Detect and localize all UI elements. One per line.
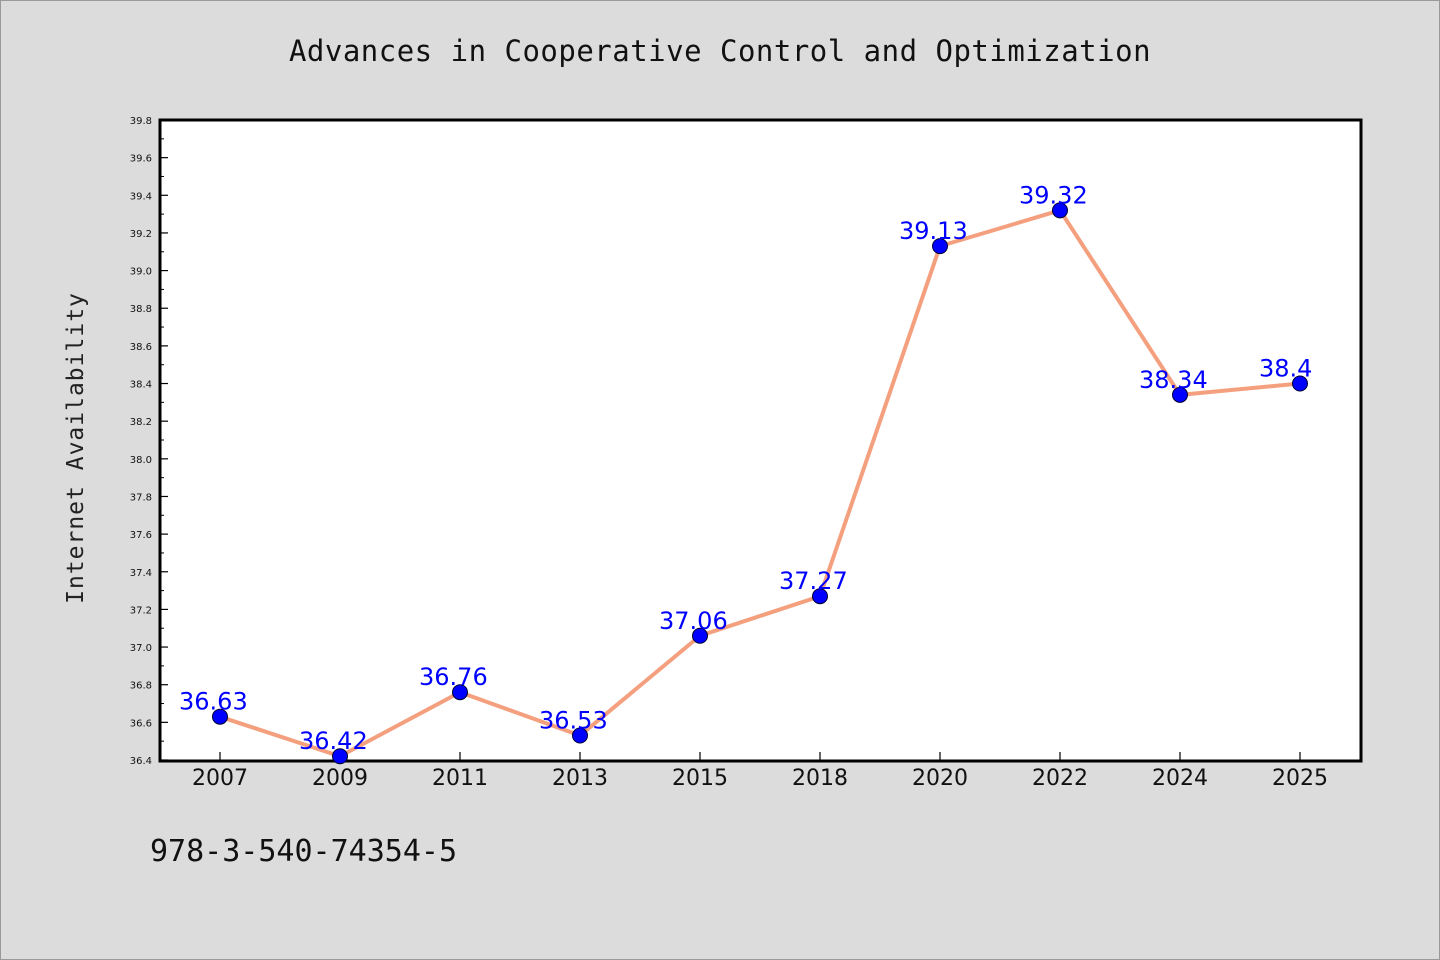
x-tick-label: 2022 [1032,766,1088,791]
y-tick-label: 36.4 [130,756,152,767]
data-labels: 36.63 36.42 36.76 36.53 37.06 37.27 39.13 39.32… [179,181,1312,755]
data-label: 36.76 [419,663,488,691]
x-tick-label: 2011 [432,766,488,791]
data-point [332,748,348,765]
y-tick-label: 38.6 [130,342,152,353]
x-tick-label: 2007 [192,766,248,791]
data-label: 38.4 [1259,355,1312,383]
data-label: 39.32 [1019,181,1088,209]
y-tick-label: 38.4 [130,380,152,391]
data-label: 36.63 [179,688,248,716]
y-tick-label: 39.2 [130,229,152,240]
data-point [1172,386,1188,403]
x-tick-label: 2013 [552,766,608,791]
data-label: 39.13 [899,217,968,245]
plot-area [158,118,1363,763]
data-point [812,588,828,605]
data-label: 37.06 [659,607,728,635]
y-tick-label: 39.6 [130,154,152,165]
y-tick-label: 36.6 [130,718,152,729]
data-point [1292,375,1308,392]
data-label: 37.27 [779,567,848,595]
data-point [692,627,708,644]
data-point [932,238,948,255]
series-line-path [218,208,1302,759]
isbn-footnote: 978-3-540-74354-5 [150,834,458,869]
data-point [572,727,588,744]
x-tick-label: 2018 [792,766,848,791]
series-markers [212,202,1308,765]
data-point [212,708,228,725]
y-tick-label: 39.8 [130,116,152,127]
y-tick-label: 38.0 [130,455,152,466]
x-tick-label: 2015 [672,766,728,791]
y-axis: 36.4 36.6 36.8 37.0 37.2 37.4 37.6 37.8 38.0 38.2… [130,116,168,767]
data-label: 38.34 [1139,366,1208,394]
y-tick-label: 38.8 [130,304,152,315]
y-tick-label: 39.4 [130,191,152,202]
y-tick-label: 36.8 [130,681,152,692]
data-label: 36.42 [299,727,368,755]
data-point [452,684,468,701]
x-tick-label: 2020 [912,766,968,791]
chart-title: Advances in Cooperative Control and Opti… [288,34,1152,68]
x-tick-label: 2025 [1272,766,1328,791]
y-tick-label: 37.6 [130,530,152,541]
series-line [218,208,1302,759]
y-tick-label: 37.8 [130,492,152,503]
x-tick-label: 2024 [1152,766,1208,791]
y-tick-label: 37.4 [130,568,152,579]
y-tick-label: 37.2 [130,605,152,616]
y-tick-label: 37.0 [130,643,152,654]
data-point [1052,202,1068,219]
data-label: 36.53 [539,707,608,735]
y-tick-label: 38.2 [130,417,152,428]
x-tick-label: 2009 [312,766,368,791]
y-tick-label: 39.0 [130,267,152,278]
x-axis: 2007 2009 2011 2013 2015 2018 2020 2022 2024 2025 [192,752,1328,791]
